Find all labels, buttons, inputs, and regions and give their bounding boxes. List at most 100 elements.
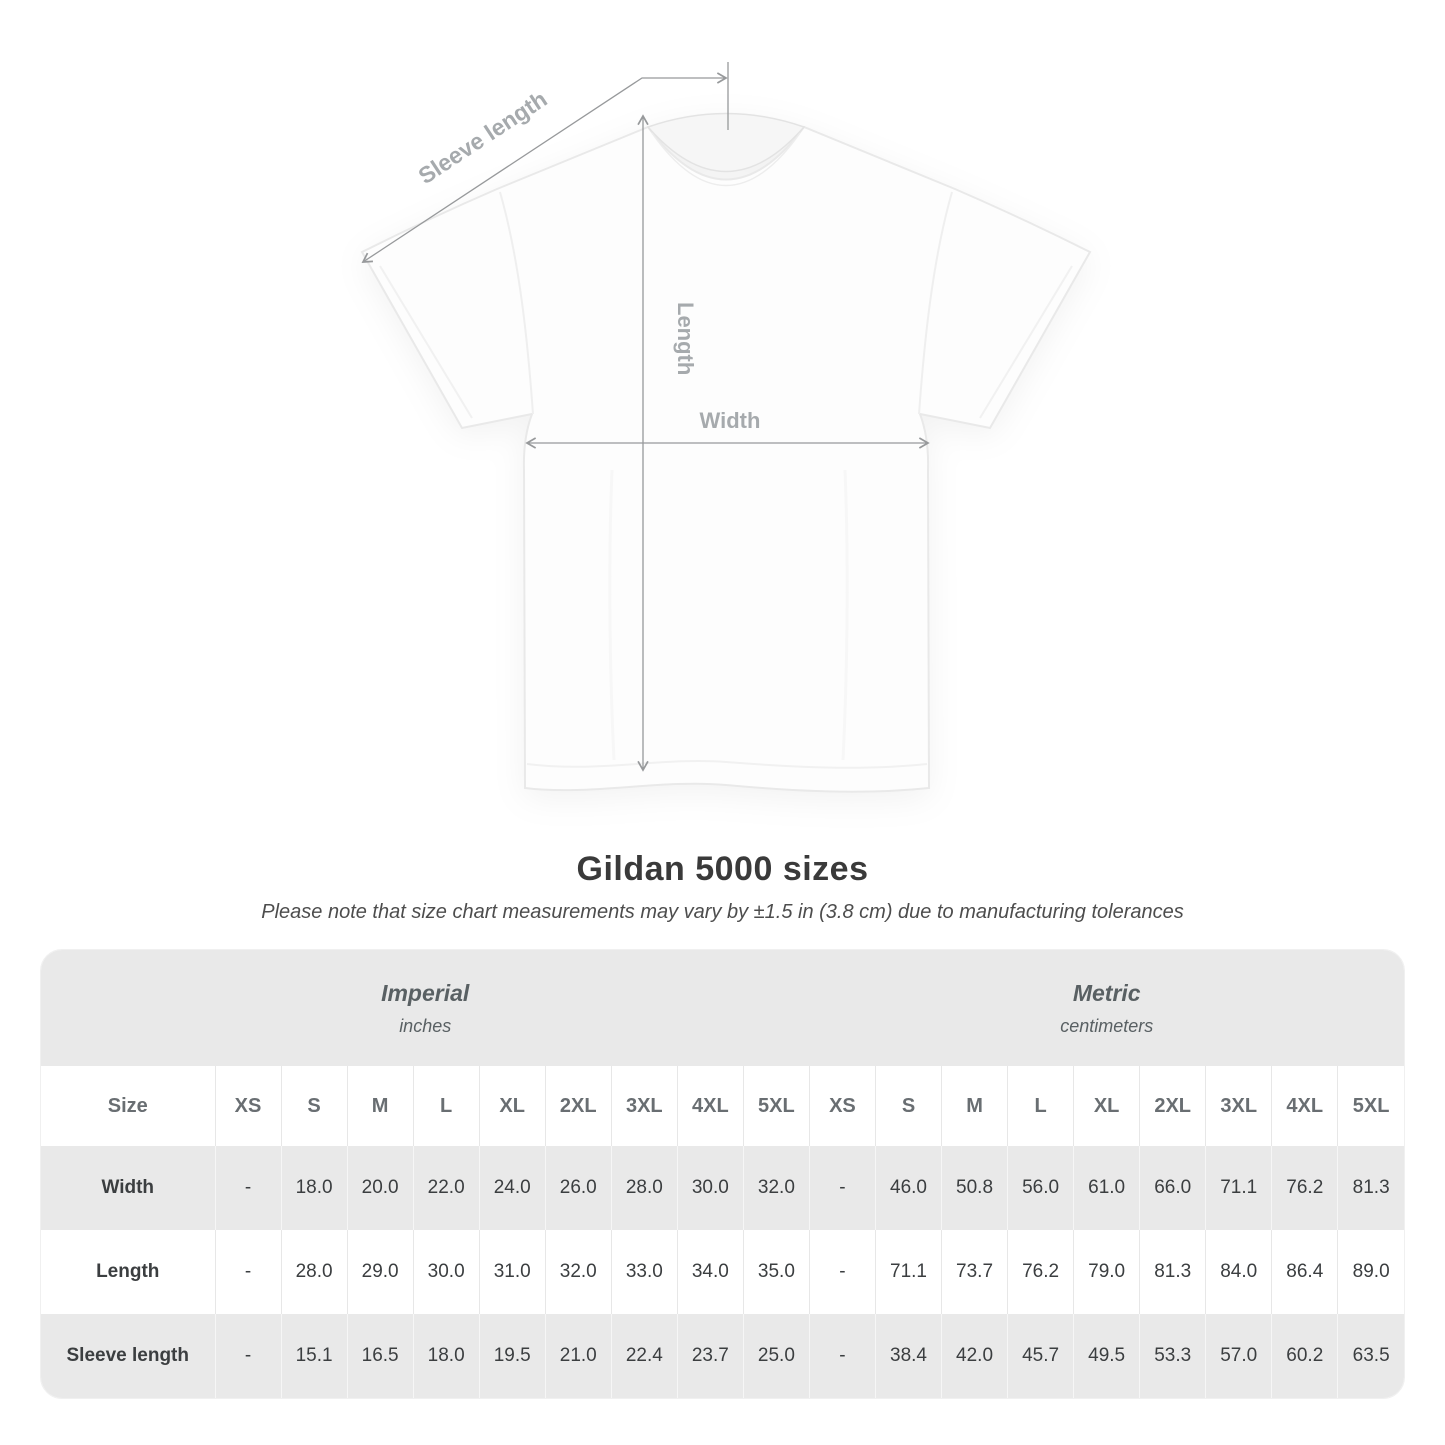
value-cell: - <box>808 1314 876 1398</box>
value-cell: 22.0 <box>412 1146 480 1230</box>
width-row: Width - 18.0 20.0 22.0 24.0 26.0 28.0 30… <box>41 1146 1404 1230</box>
value-cell: 32.0 <box>544 1230 612 1314</box>
value-cell: 81.3 <box>1139 1230 1206 1314</box>
size-col-header: 3XL <box>610 1066 678 1146</box>
value-cell: 66.0 <box>1139 1146 1206 1230</box>
value-cell: 76.2 <box>1271 1146 1338 1230</box>
sleeve-length-label: Sleeve length <box>414 86 552 189</box>
sleeve-length-measure-line <box>361 72 728 263</box>
page-title: Gildan 5000 sizes <box>576 850 869 888</box>
value-cell: - <box>808 1146 876 1230</box>
value-cell: 28.0 <box>610 1146 678 1230</box>
value-cell: 57.0 <box>1205 1314 1272 1398</box>
size-col-header: S <box>280 1066 348 1146</box>
value-cell: 38.4 <box>874 1314 942 1398</box>
value-cell: - <box>214 1146 282 1230</box>
value-cell: 20.0 <box>346 1146 414 1230</box>
title-block: Gildan 5000 sizes Please note that size … <box>0 830 1445 924</box>
value-cell: - <box>808 1230 876 1314</box>
tshirt-diagram-svg: Sleeve length Length Width <box>360 62 1092 793</box>
length-row: Length - 28.0 29.0 30.0 31.0 32.0 33.0 3… <box>41 1230 1404 1314</box>
value-cell: 19.5 <box>478 1314 546 1398</box>
value-cell: 18.0 <box>280 1146 348 1230</box>
value-cell: 31.0 <box>478 1230 546 1314</box>
value-cell: 63.5 <box>1337 1314 1404 1398</box>
size-col-header: 5XL <box>1337 1066 1404 1146</box>
value-cell: 79.0 <box>1073 1230 1140 1314</box>
value-cell: - <box>214 1314 282 1398</box>
unit-header-row: Imperial inches Metric centimeters <box>41 950 1404 1066</box>
value-cell: 76.2 <box>1007 1230 1074 1314</box>
value-cell: 22.4 <box>610 1314 678 1398</box>
size-col-header: XL <box>478 1066 546 1146</box>
value-cell: 46.0 <box>874 1146 942 1230</box>
metric-units-label: centimeters <box>1060 1015 1154 1036</box>
value-cell: 30.0 <box>412 1230 480 1314</box>
size-col-header: 4XL <box>676 1066 744 1146</box>
value-cell: 49.5 <box>1073 1314 1140 1398</box>
value-cell: 32.0 <box>742 1146 810 1230</box>
value-cell: 53.3 <box>1139 1314 1206 1398</box>
value-cell: 61.0 <box>1073 1146 1140 1230</box>
value-cell: 71.1 <box>1205 1146 1272 1230</box>
value-cell: 23.7 <box>676 1314 744 1398</box>
value-cell: 73.7 <box>941 1230 1008 1314</box>
size-col-header: M <box>941 1066 1008 1146</box>
size-header-row: Size XS S M L XL 2XL 3XL 4XL 5XL XS S M … <box>41 1066 1404 1146</box>
size-col-header: 2XL <box>1139 1066 1206 1146</box>
size-col-header: XS <box>214 1066 282 1146</box>
value-cell: 50.8 <box>941 1146 1008 1230</box>
size-table: Imperial inches Metric centimeters Size … <box>41 950 1404 1398</box>
length-label: Length <box>673 302 698 375</box>
size-col-header: L <box>412 1066 480 1146</box>
size-col-header: 5XL <box>742 1066 810 1146</box>
value-cell: 81.3 <box>1337 1146 1404 1230</box>
tolerance-note: Please note that size chart measurements… <box>261 901 1184 923</box>
size-col-header: M <box>346 1066 414 1146</box>
value-cell: 60.2 <box>1271 1314 1338 1398</box>
size-col-header: L <box>1007 1066 1074 1146</box>
value-cell: 71.1 <box>874 1230 942 1314</box>
tshirt-measurement-diagram: Sleeve length Length Width <box>360 62 1092 793</box>
value-cell: 26.0 <box>544 1146 612 1230</box>
value-cell: 45.7 <box>1007 1314 1074 1398</box>
value-cell: 56.0 <box>1007 1146 1074 1230</box>
imperial-label: Imperial <box>381 979 470 1006</box>
value-cell: 42.0 <box>941 1314 1008 1398</box>
width-label: Width <box>700 408 761 433</box>
value-cell: 25.0 <box>742 1314 810 1398</box>
value-cell: 30.0 <box>676 1146 744 1230</box>
value-cell: 15.1 <box>280 1314 348 1398</box>
size-col-header: S <box>874 1066 942 1146</box>
value-cell: 89.0 <box>1337 1230 1404 1314</box>
row-label: Length <box>41 1230 215 1314</box>
value-cell: - <box>214 1230 282 1314</box>
value-cell: 84.0 <box>1205 1230 1272 1314</box>
value-cell: 18.0 <box>412 1314 480 1398</box>
value-cell: 24.0 <box>478 1146 546 1230</box>
size-col-header: XL <box>1073 1066 1140 1146</box>
value-cell: 29.0 <box>346 1230 414 1314</box>
size-col-header: 4XL <box>1271 1066 1338 1146</box>
size-col-header: 3XL <box>1205 1066 1272 1146</box>
tshirt-graphic <box>360 112 1092 793</box>
sleeve-length-row: Sleeve length - 15.1 16.5 18.0 19.5 21.0… <box>41 1314 1404 1398</box>
metric-label: Metric <box>1072 979 1141 1006</box>
imperial-units-label: inches <box>399 1015 452 1036</box>
value-cell: 86.4 <box>1271 1230 1338 1314</box>
size-col-header: XS <box>808 1066 876 1146</box>
imperial-header-cell: Imperial inches <box>41 950 810 1066</box>
size-table-container: Imperial inches Metric centimeters Size … <box>40 949 1405 1399</box>
value-cell: 34.0 <box>676 1230 744 1314</box>
size-chart-page: Sleeve length Length Width Gildan 5000 s… <box>0 62 1445 1399</box>
value-cell: 16.5 <box>346 1314 414 1398</box>
value-cell: 33.0 <box>610 1230 678 1314</box>
metric-header-cell: Metric centimeters <box>809 950 1404 1066</box>
value-cell: 28.0 <box>280 1230 348 1314</box>
row-label: Sleeve length <box>41 1314 215 1398</box>
value-cell: 21.0 <box>544 1314 612 1398</box>
size-corner-header: Size <box>41 1066 215 1146</box>
size-col-header: 2XL <box>544 1066 612 1146</box>
row-label: Width <box>41 1146 215 1230</box>
value-cell: 35.0 <box>742 1230 810 1314</box>
